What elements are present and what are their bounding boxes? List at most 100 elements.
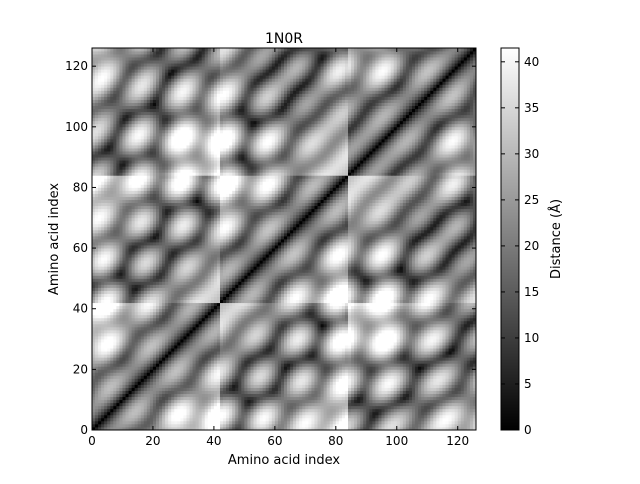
heatmap-cell	[192, 60, 197, 64]
heatmap-cell	[110, 323, 114, 328]
heatmap-cell	[140, 290, 145, 294]
heatmap-cell	[146, 51, 151, 55]
heatmap-cell	[210, 323, 215, 328]
heatmap-cell	[140, 208, 145, 213]
heatmap-cell	[156, 132, 160, 137]
heatmap-cell	[92, 235, 96, 240]
heatmap-cell	[131, 220, 136, 225]
heatmap-cell	[143, 160, 148, 164]
heatmap-cell	[122, 239, 126, 243]
heatmap-cell	[152, 278, 157, 282]
heatmap-cell	[207, 72, 212, 76]
heatmap-cell	[128, 242, 133, 246]
heatmap-cell	[149, 232, 154, 237]
heatmap-cell	[140, 242, 145, 246]
heatmap-cell	[177, 226, 181, 231]
heatmap-cell	[180, 278, 184, 282]
heatmap-cell	[171, 332, 175, 337]
heatmap-cell	[116, 317, 120, 322]
heatmap-cell	[125, 272, 129, 276]
heatmap-cell	[174, 205, 178, 210]
heatmap-cell	[152, 117, 157, 122]
heatmap-cell	[149, 390, 154, 395]
heatmap-cell	[125, 90, 129, 94]
heatmap-cell	[128, 138, 133, 143]
heatmap-cell	[210, 275, 215, 279]
heatmap-cell	[186, 154, 190, 158]
heatmap-cell	[177, 96, 181, 100]
heatmap-cell	[101, 278, 105, 282]
heatmap-cell	[180, 239, 184, 243]
heatmap-cell	[131, 141, 136, 146]
heatmap-cell	[113, 251, 117, 255]
heatmap-cell	[192, 339, 197, 343]
heatmap-cell	[149, 129, 154, 134]
heatmap-cell	[110, 257, 114, 261]
heatmap-cell	[125, 332, 129, 337]
heatmap-cell	[134, 57, 139, 61]
heatmap-cell	[152, 420, 157, 425]
heatmap-cell	[98, 354, 102, 358]
heatmap-cell	[152, 66, 157, 70]
heatmap-cell	[156, 342, 160, 346]
heatmap-cell	[107, 266, 111, 270]
heatmap-cell	[113, 151, 117, 155]
heatmap-cell	[149, 254, 154, 258]
heatmap-cell	[134, 51, 139, 55]
heatmap-cell	[131, 123, 136, 128]
heatmap-cell	[198, 242, 203, 246]
heatmap-cell	[95, 396, 99, 401]
heatmap-cell	[207, 245, 212, 249]
heatmap-cell	[149, 84, 154, 88]
heatmap-cell	[98, 420, 102, 425]
heatmap-cell	[137, 281, 142, 285]
heatmap-cell	[140, 260, 145, 264]
heatmap-cell	[110, 114, 114, 119]
heatmap-cell	[146, 345, 151, 349]
heatmap-cell	[165, 154, 169, 158]
heatmap-cell	[159, 278, 163, 282]
heatmap-cell	[189, 199, 193, 204]
heatmap-cell	[146, 96, 151, 100]
heatmap-cell	[204, 72, 209, 76]
heatmap-cell	[186, 223, 190, 228]
heatmap-cell	[177, 384, 181, 388]
heatmap-cell	[183, 323, 187, 328]
heatmap-cell	[134, 202, 139, 207]
heatmap-cell	[183, 217, 187, 222]
heatmap-cell	[171, 399, 175, 404]
heatmap-cell	[174, 239, 178, 243]
heatmap-cell	[107, 99, 111, 103]
heatmap-cell	[198, 290, 203, 294]
heatmap-cell	[122, 217, 126, 222]
heatmap-cell	[189, 305, 193, 310]
heatmap-cell	[119, 287, 123, 291]
heatmap-cell	[192, 99, 197, 103]
heatmap-cell	[159, 402, 163, 407]
heatmap-cell	[113, 281, 117, 285]
heatmap-cell	[128, 111, 133, 116]
heatmap-cell	[207, 414, 212, 419]
heatmap-cell	[162, 96, 166, 100]
heatmap-cell	[137, 66, 142, 70]
heatmap-cell	[152, 214, 157, 219]
heatmap-cell	[125, 399, 129, 404]
heatmap-cell	[165, 414, 169, 419]
heatmap-cell	[143, 311, 148, 316]
heatmap-cell	[146, 160, 151, 164]
heatmap-cell	[186, 287, 190, 291]
heatmap-cell	[183, 399, 187, 404]
heatmap-cell	[162, 272, 166, 276]
heatmap-cell	[201, 187, 206, 191]
heatmap-cell	[149, 372, 154, 376]
heatmap-cell	[146, 138, 151, 143]
heatmap-cell	[113, 199, 117, 204]
heatmap-cell	[204, 372, 209, 376]
heatmap-cell	[143, 196, 148, 200]
heatmap-cell	[177, 284, 181, 288]
heatmap-cell	[140, 181, 145, 185]
heatmap-cell	[128, 202, 133, 207]
heatmap-cell	[162, 263, 166, 267]
heatmap-cell	[156, 193, 160, 197]
heatmap-cell	[162, 290, 166, 294]
